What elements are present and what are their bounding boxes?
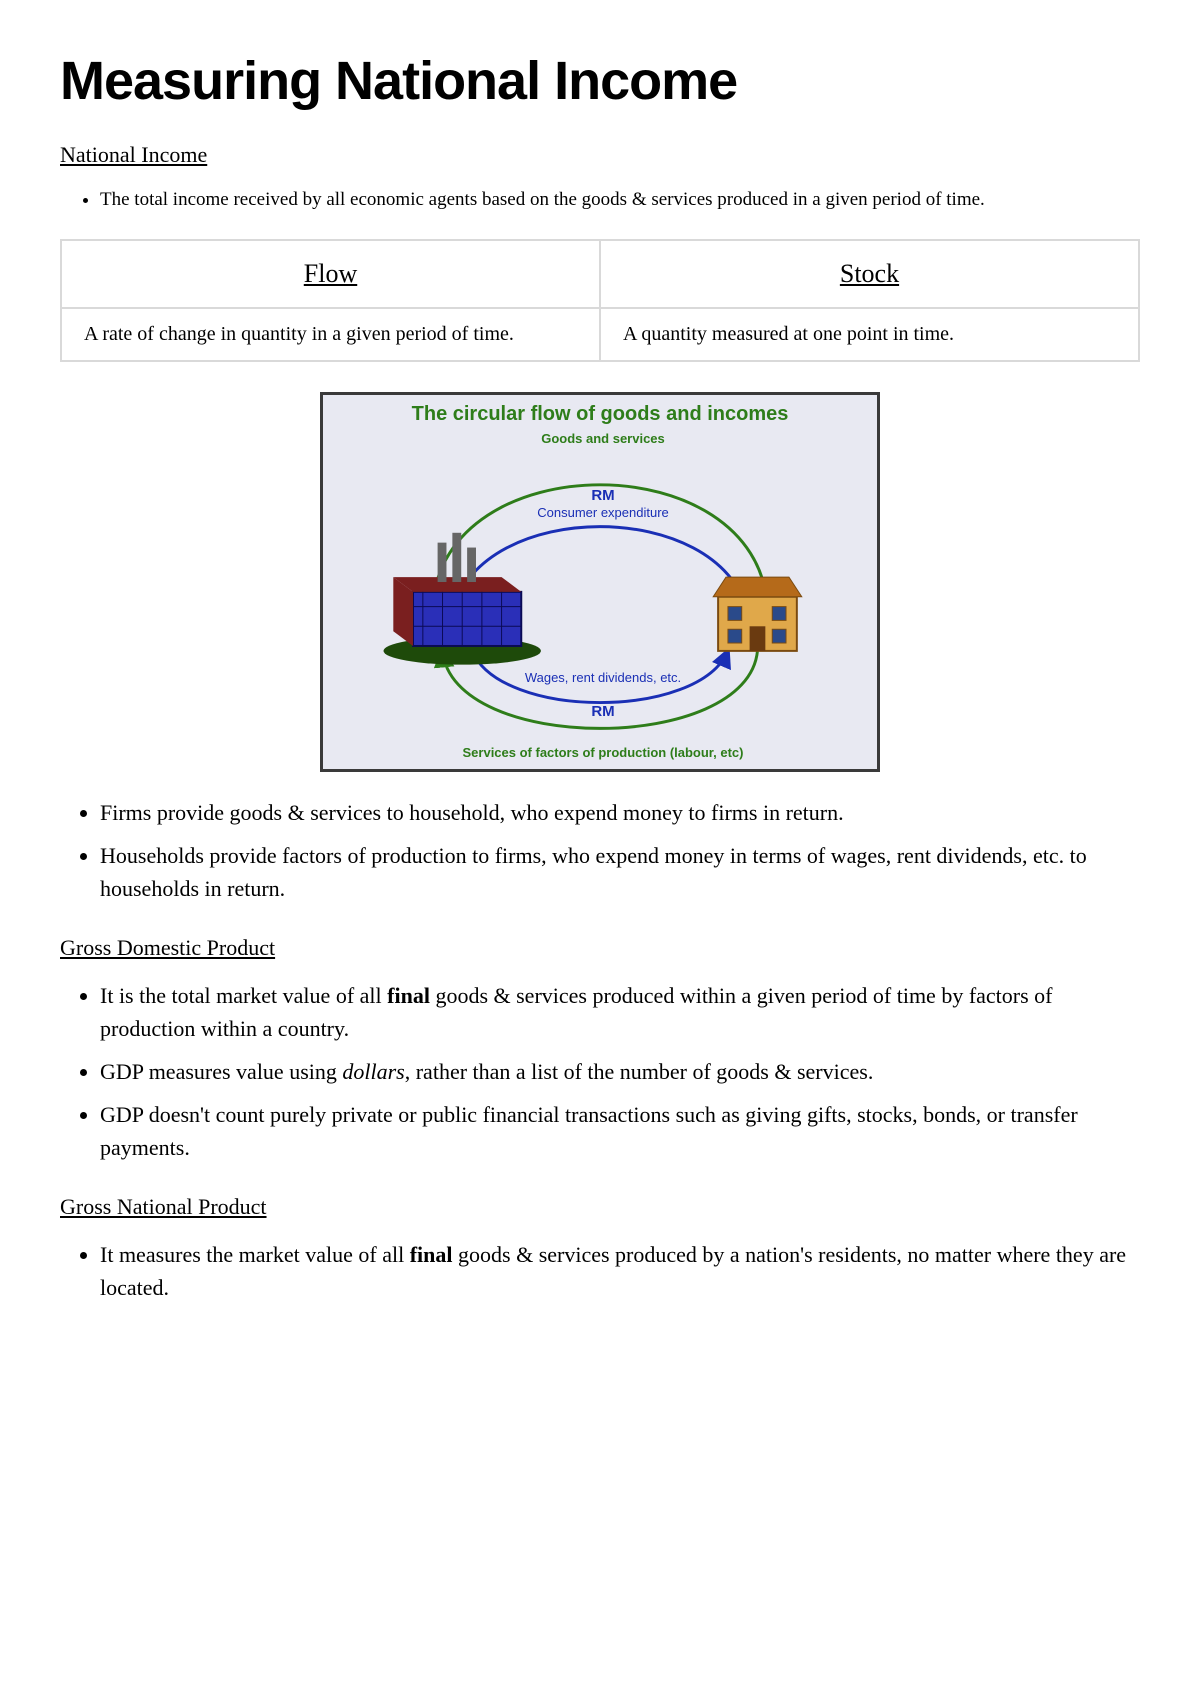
- text-italic: dollars: [342, 1059, 404, 1084]
- label-consumer-exp: Consumer expenditure: [523, 505, 683, 521]
- gdp-list: It is the total market value of all fina…: [60, 979, 1140, 1164]
- text-bold: final: [410, 1242, 453, 1267]
- label-rm-bottom: RM: [523, 703, 683, 721]
- text: GDP measures value using: [100, 1059, 342, 1084]
- circular-flow-diagram: The circular flow of goods and incomes: [320, 392, 880, 772]
- list-item: It is the total market value of all fina…: [100, 979, 1140, 1045]
- table-cell-flow: A rate of change in quantity in a given …: [61, 308, 600, 361]
- list-item: GDP doesn't count purely private or publ…: [100, 1098, 1140, 1164]
- heading-gnp: Gross National Product: [60, 1194, 1140, 1220]
- list-item: Firms provide goods & services to househ…: [100, 796, 1140, 829]
- house-icon: [713, 577, 802, 651]
- table-header-flow: Flow: [61, 240, 600, 308]
- label-wages: Wages, rent dividends, etc.: [523, 670, 683, 686]
- text: , rather than a list of the number of go…: [405, 1059, 874, 1084]
- list-item: It measures the market value of all fina…: [100, 1238, 1140, 1304]
- flow-explain-list: Firms provide goods & services to househ…: [60, 796, 1140, 905]
- national-income-list: The total income received by all economi…: [60, 186, 1140, 215]
- text: It measures the market value of all: [100, 1242, 410, 1267]
- diagram-title: The circular flow of goods and incomes: [323, 395, 877, 426]
- heading-national-income: National Income: [60, 142, 1140, 168]
- table-cell-stock: A quantity measured at one point in time…: [600, 308, 1139, 361]
- page-title: Measuring National Income: [60, 50, 1140, 112]
- factory-icon: [383, 532, 540, 664]
- gnp-list: It measures the market value of all fina…: [60, 1238, 1140, 1304]
- list-item: The total income received by all economi…: [100, 186, 1140, 215]
- flow-stock-table: Flow Stock A rate of change in quantity …: [60, 239, 1140, 362]
- heading-gdp: Gross Domestic Product: [60, 935, 1140, 961]
- text: It is the total market value of all: [100, 983, 387, 1008]
- list-item: GDP measures value using dollars, rather…: [100, 1055, 1140, 1088]
- label-goods-services: Goods and services: [523, 431, 683, 447]
- list-item: Households provide factors of production…: [100, 839, 1140, 905]
- table-header-stock: Stock: [600, 240, 1139, 308]
- label-factors: Services of factors of production (labou…: [423, 745, 783, 761]
- text-bold: final: [387, 983, 430, 1008]
- label-rm-top: RM: [523, 487, 683, 505]
